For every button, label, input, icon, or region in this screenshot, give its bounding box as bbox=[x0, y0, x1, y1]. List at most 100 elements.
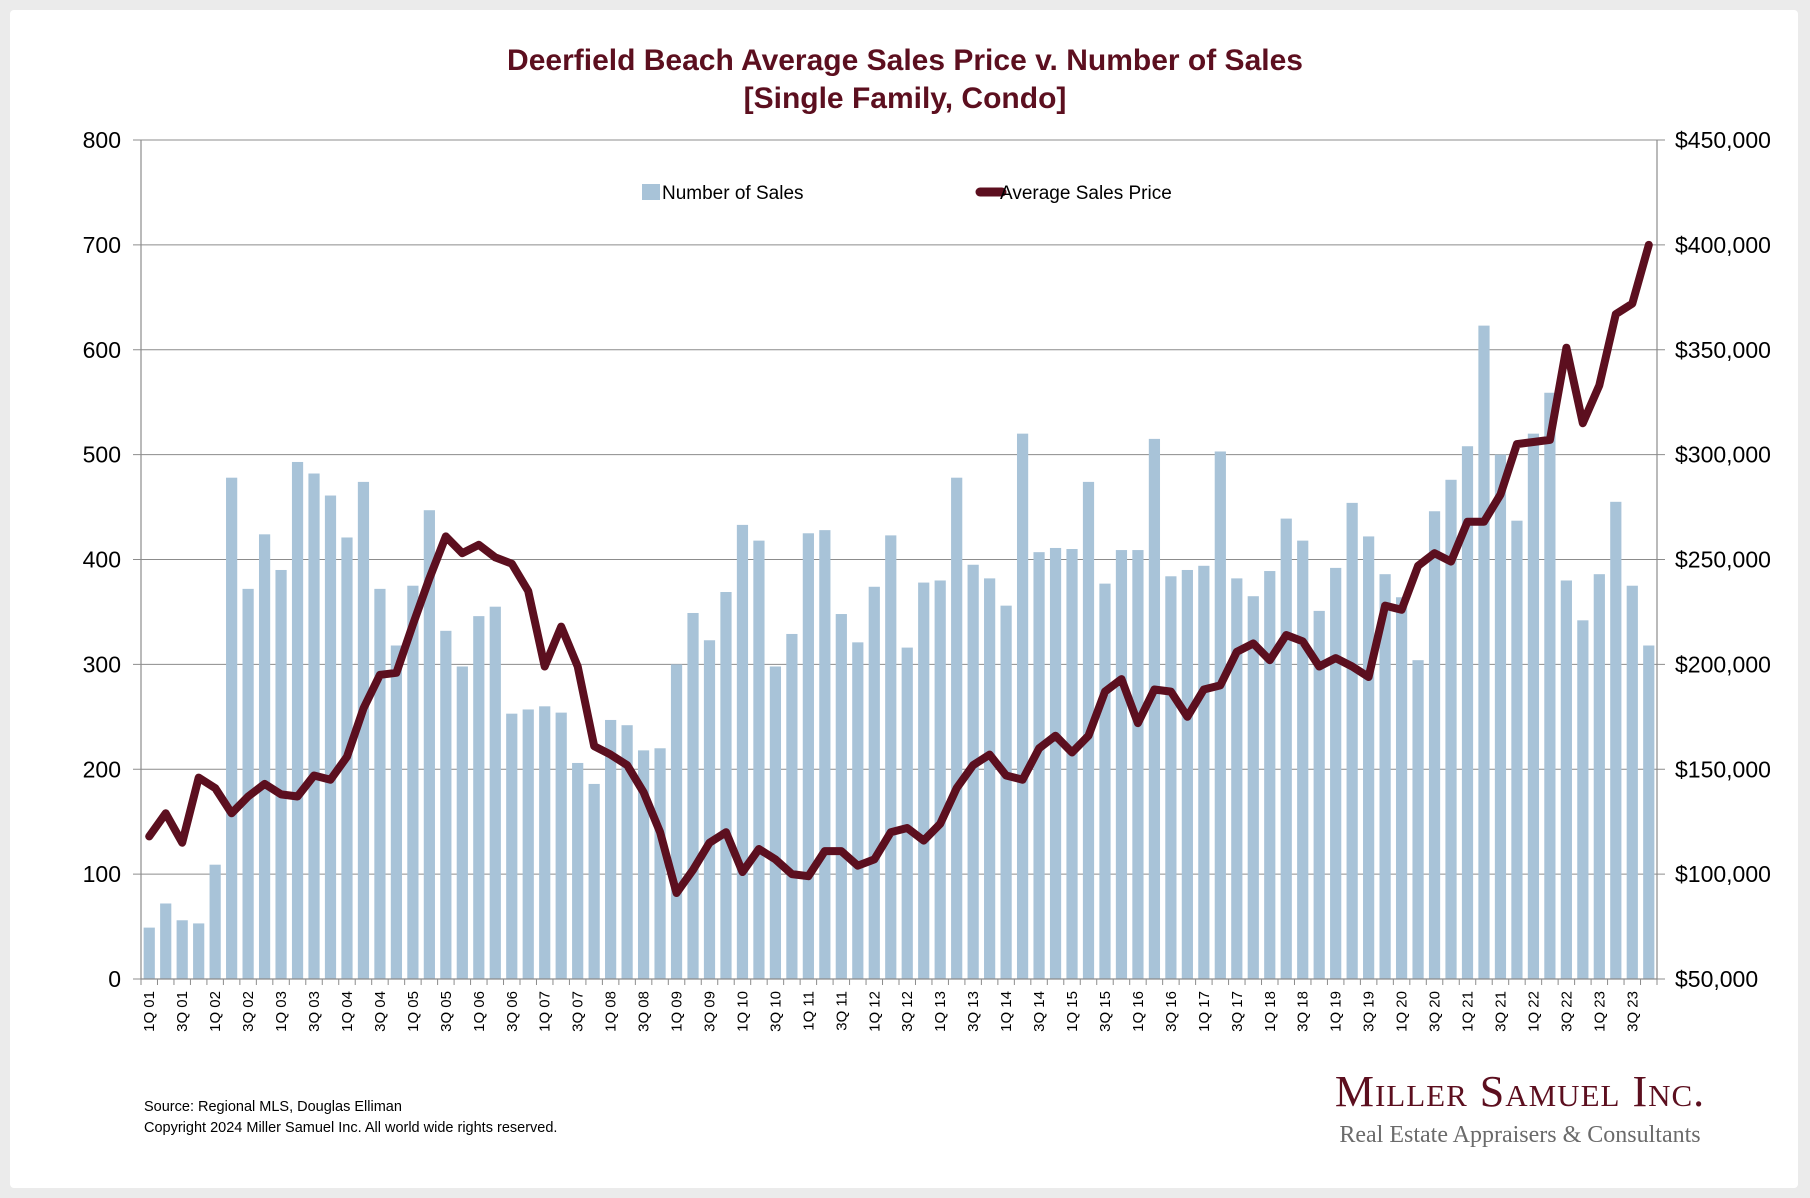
bar bbox=[555, 712, 567, 979]
x-tick-label: 1Q 06 bbox=[471, 991, 488, 1032]
x-tick-label: 3Q 02 bbox=[240, 991, 257, 1032]
bar bbox=[423, 510, 435, 979]
bar bbox=[802, 533, 814, 979]
bar bbox=[1560, 580, 1572, 979]
right-tick-label: $200,000 bbox=[1675, 651, 1771, 677]
x-tick-label: 3Q 22 bbox=[1558, 991, 1575, 1032]
bar bbox=[1643, 645, 1655, 979]
x-tick-label: 3Q 17 bbox=[1229, 991, 1246, 1032]
x-tick-label: 1Q 11 bbox=[800, 991, 817, 1031]
x-tick-label: 1Q 02 bbox=[207, 991, 224, 1032]
bar bbox=[390, 645, 403, 979]
bar bbox=[1346, 502, 1358, 979]
bar bbox=[1461, 446, 1474, 979]
bar bbox=[1099, 583, 1111, 979]
x-tick-label: 3Q 01 bbox=[174, 991, 191, 1032]
bar bbox=[407, 585, 419, 979]
bar bbox=[736, 524, 749, 979]
x-tick-label: 1Q 09 bbox=[669, 991, 686, 1032]
bar bbox=[852, 642, 864, 979]
chart-subtitle: [Single Family, Condo] bbox=[743, 82, 1067, 115]
bar bbox=[1330, 567, 1342, 979]
bar bbox=[703, 640, 716, 979]
bar bbox=[901, 647, 913, 979]
left-axis-ticks: 0 100 200 300 400 500 600 700 800 bbox=[83, 127, 141, 992]
right-tick-label: $100,000 bbox=[1675, 861, 1771, 887]
bar bbox=[753, 540, 765, 979]
bar bbox=[868, 586, 880, 979]
x-tick-label: 1Q 22 bbox=[1525, 991, 1542, 1032]
source-note: Source: Regional MLS, Douglas Elliman bbox=[144, 1099, 402, 1115]
x-tick-label: 3Q 11 bbox=[833, 991, 850, 1031]
x-tick-label: 3Q 16 bbox=[1163, 991, 1180, 1032]
bar bbox=[209, 864, 221, 979]
bar bbox=[1297, 540, 1309, 979]
bar bbox=[1544, 392, 1556, 979]
bar bbox=[193, 923, 205, 979]
logo-company-name: Miller Samuel Inc. bbox=[1334, 1067, 1706, 1116]
price-line bbox=[145, 240, 1653, 897]
bar bbox=[489, 606, 501, 979]
bar bbox=[835, 614, 847, 979]
bar bbox=[621, 725, 633, 979]
chart-title: Deerfield Beach Average Sales Price v. N… bbox=[0, 42, 1810, 118]
bar bbox=[1412, 660, 1424, 979]
bar bbox=[819, 530, 831, 979]
bar bbox=[456, 666, 468, 979]
bar bbox=[1016, 433, 1029, 979]
left-tick-label: 500 bbox=[83, 442, 121, 468]
x-tick-label: 1Q 04 bbox=[339, 991, 356, 1032]
bar bbox=[308, 473, 320, 979]
logo-tagline: Real Estate Appraisers & Consultants bbox=[1339, 1122, 1701, 1148]
x-tick-label: 1Q 13 bbox=[932, 991, 949, 1032]
x-tick-label: 1Q 17 bbox=[1196, 991, 1213, 1032]
x-tick-label: 3Q 15 bbox=[1097, 991, 1114, 1032]
right-tick-label: $350,000 bbox=[1675, 337, 1771, 363]
bar bbox=[357, 481, 370, 979]
bar bbox=[984, 578, 996, 979]
bar bbox=[1198, 565, 1210, 979]
x-tick-label: 3Q 05 bbox=[438, 991, 455, 1032]
bar bbox=[588, 783, 600, 979]
x-tick-label: 1Q 19 bbox=[1328, 991, 1345, 1032]
x-tick-label: 1Q 14 bbox=[998, 991, 1015, 1032]
bar bbox=[951, 477, 963, 979]
legend-line-label: Average Sales Price bbox=[1000, 183, 1172, 204]
x-tick-label: 3Q 14 bbox=[1031, 991, 1048, 1032]
bar bbox=[1148, 438, 1161, 979]
bar bbox=[1033, 552, 1045, 979]
bar bbox=[1527, 433, 1540, 979]
right-axis-ticks: $50,000 $100,000 $150,000 $200,000 $250,000 $… bbox=[1657, 127, 1771, 992]
bar bbox=[1115, 550, 1128, 979]
bar bbox=[1313, 610, 1325, 979]
x-tick-label: 3Q 18 bbox=[1295, 991, 1312, 1032]
bar bbox=[1066, 549, 1078, 979]
left-tick-label: 300 bbox=[83, 651, 121, 677]
x-tick-label: 1Q 10 bbox=[734, 991, 751, 1032]
bar bbox=[572, 762, 584, 979]
bar bbox=[1363, 536, 1375, 979]
x-tick-label: 3Q 10 bbox=[767, 991, 784, 1032]
left-tick-label: 700 bbox=[83, 232, 121, 258]
x-tick-label: 1Q 01 bbox=[141, 991, 158, 1032]
bar bbox=[637, 750, 650, 979]
right-tick-label: $400,000 bbox=[1675, 232, 1771, 258]
bar bbox=[242, 588, 254, 979]
x-tick-label: 3Q 07 bbox=[570, 991, 587, 1032]
x-tick-label: 3Q 21 bbox=[1492, 991, 1509, 1032]
bar bbox=[258, 534, 271, 979]
bar bbox=[226, 477, 238, 979]
bar bbox=[291, 461, 304, 979]
bar bbox=[1231, 578, 1243, 979]
bar bbox=[885, 535, 897, 979]
x-tick-label: 1Q 15 bbox=[1064, 991, 1081, 1032]
bar bbox=[1577, 620, 1589, 979]
legend-bar-label: Number of Sales bbox=[662, 183, 804, 204]
line-series-average-sales-price bbox=[145, 240, 1653, 897]
x-tick-label: 1Q 23 bbox=[1591, 991, 1608, 1032]
x-tick-label: 1Q 18 bbox=[1262, 991, 1279, 1032]
bar bbox=[539, 706, 551, 979]
bar bbox=[786, 633, 798, 979]
x-tick-label: 3Q 08 bbox=[636, 991, 653, 1032]
